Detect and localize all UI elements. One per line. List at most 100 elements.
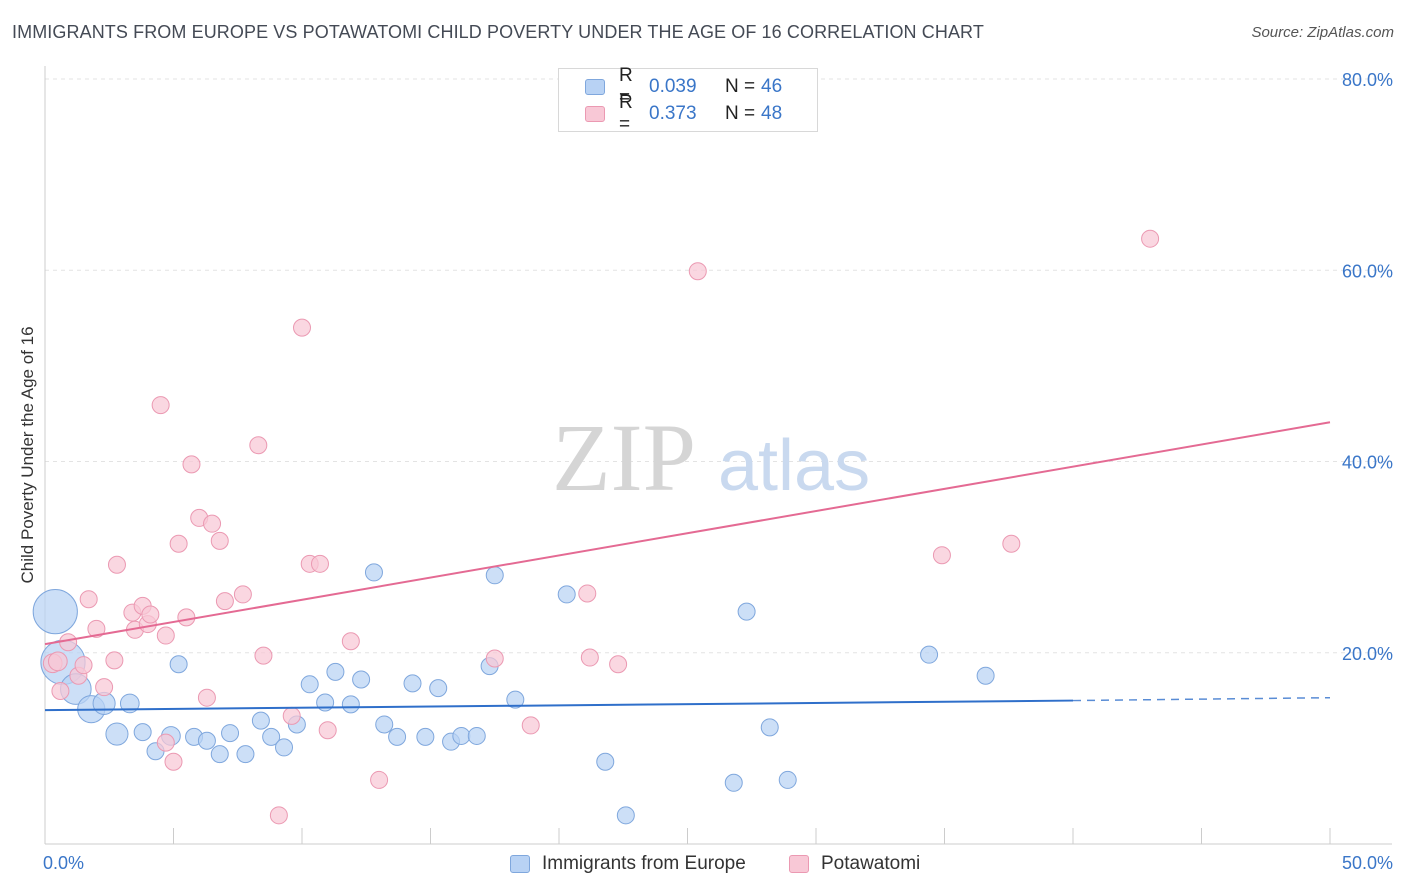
europe-point <box>429 679 448 698</box>
europe-point <box>251 711 270 730</box>
potawatomi-point <box>156 733 175 752</box>
potawatomi-point <box>141 605 160 624</box>
potawatomi-legend-label: Potawatomi <box>821 853 921 874</box>
legend-item-potawatomi: Potawatomi <box>789 851 920 877</box>
europe-swatch <box>585 79 605 95</box>
n-label: N = <box>725 76 756 97</box>
y-tick-label: 60.0% <box>1342 261 1393 281</box>
r-label: R = <box>619 65 633 108</box>
potawatomi-point <box>578 584 597 603</box>
potawatomi-point <box>169 534 188 553</box>
europe-point <box>506 690 525 709</box>
potawatomi-trend-line <box>44 421 1331 646</box>
potawatomi-point <box>87 619 106 638</box>
europe-point <box>105 722 129 746</box>
potawatomi-point <box>932 546 951 565</box>
europe-point <box>262 727 281 746</box>
potawatomi-swatch <box>585 106 605 122</box>
potawatomi-point <box>688 262 707 281</box>
data-points <box>32 229 1160 825</box>
europe-point <box>133 723 152 742</box>
potawatomi-point <box>95 678 114 697</box>
potawatomi-point <box>177 608 196 627</box>
n-label: N = <box>725 103 756 124</box>
potawatomi-point <box>1141 229 1160 248</box>
potawatomi-r-value: 0.373 <box>649 103 697 124</box>
europe-point <box>452 726 471 745</box>
europe-point <box>326 662 345 681</box>
europe-trend-extension <box>1072 696 1331 702</box>
potawatomi-point <box>164 752 183 771</box>
potawatomi-point <box>51 682 70 700</box>
europe-point <box>388 727 407 746</box>
potawatomi-n-value: 48 <box>761 103 783 124</box>
europe-point <box>403 674 422 693</box>
europe-point <box>616 806 635 825</box>
potawatomi-point <box>293 318 311 337</box>
europe-point <box>724 773 743 792</box>
europe-point <box>596 752 615 771</box>
europe-point <box>485 566 504 585</box>
potawatomi-point <box>282 706 301 725</box>
potawatomi-point <box>197 688 216 707</box>
watermark: ZIP atlas <box>552 404 870 511</box>
potawatomi-point <box>210 531 229 550</box>
europe-point <box>169 655 188 674</box>
potawatomi-point <box>370 770 389 789</box>
europe-legend-swatch <box>510 855 530 873</box>
europe-point <box>920 645 939 664</box>
potawatomi-point <box>580 648 599 667</box>
europe-point <box>197 731 216 750</box>
potawatomi-point <box>48 651 68 672</box>
potawatomi-point <box>59 633 78 652</box>
potawatomi-point <box>310 554 329 573</box>
europe-point <box>467 726 486 745</box>
watermark-atlas: atlas <box>718 426 870 506</box>
potawatomi-point <box>107 555 126 574</box>
potawatomi-point <box>249 436 268 455</box>
europe-point <box>737 602 756 621</box>
potawatomi-point <box>1002 534 1021 553</box>
europe-point <box>210 745 229 764</box>
europe-point <box>375 715 394 734</box>
r-label: R = <box>619 92 633 135</box>
potawatomi-point <box>151 396 170 415</box>
grid-lines <box>45 78 1392 654</box>
potawatomi-point <box>156 626 175 645</box>
europe-point <box>300 675 319 694</box>
potawatomi-point <box>105 651 124 670</box>
trend-lines <box>44 421 1331 712</box>
europe-point <box>221 724 240 743</box>
europe-point <box>341 695 360 714</box>
y-tick-label: 20.0% <box>1342 644 1393 664</box>
axes <box>44 66 1392 845</box>
europe-point <box>557 585 576 604</box>
source-label: Source: ZipAtlas.com <box>1251 24 1394 41</box>
x-tick-label: 50.0% <box>1342 853 1393 873</box>
potawatomi-point <box>609 655 628 674</box>
stats-legend: R = 0.039 N = 46 R = 0.373 N = 48 <box>558 65 818 135</box>
potawatomi-point <box>79 590 98 609</box>
potawatomi-point <box>215 592 234 611</box>
y-tick-label: 80.0% <box>1342 70 1393 90</box>
europe-point <box>119 693 140 714</box>
x-tick-label: 0.0% <box>43 853 84 873</box>
europe-point <box>236 745 255 764</box>
europe-point <box>275 738 294 757</box>
europe-point <box>760 718 779 737</box>
potawatomi-point <box>341 632 360 651</box>
legend-row-potawatomi: R = 0.373 N = 48 <box>585 92 783 135</box>
chart-title: IMMIGRANTS FROM EUROPE VS POTAWATOMI CHI… <box>12 22 984 42</box>
potawatomi-point <box>318 721 337 740</box>
legend-row-europe: R = 0.039 N = 46 <box>585 65 783 108</box>
potawatomi-point <box>485 649 504 668</box>
potawatomi-legend-swatch <box>789 855 809 873</box>
europe-point <box>976 666 995 685</box>
watermark-zip: ZIP <box>552 404 696 511</box>
europe-point <box>32 589 78 635</box>
europe-n-value: 46 <box>761 76 783 97</box>
europe-point <box>364 563 383 582</box>
potawatomi-point <box>74 656 93 675</box>
potawatomi-point <box>203 514 222 533</box>
potawatomi-point <box>254 646 273 665</box>
